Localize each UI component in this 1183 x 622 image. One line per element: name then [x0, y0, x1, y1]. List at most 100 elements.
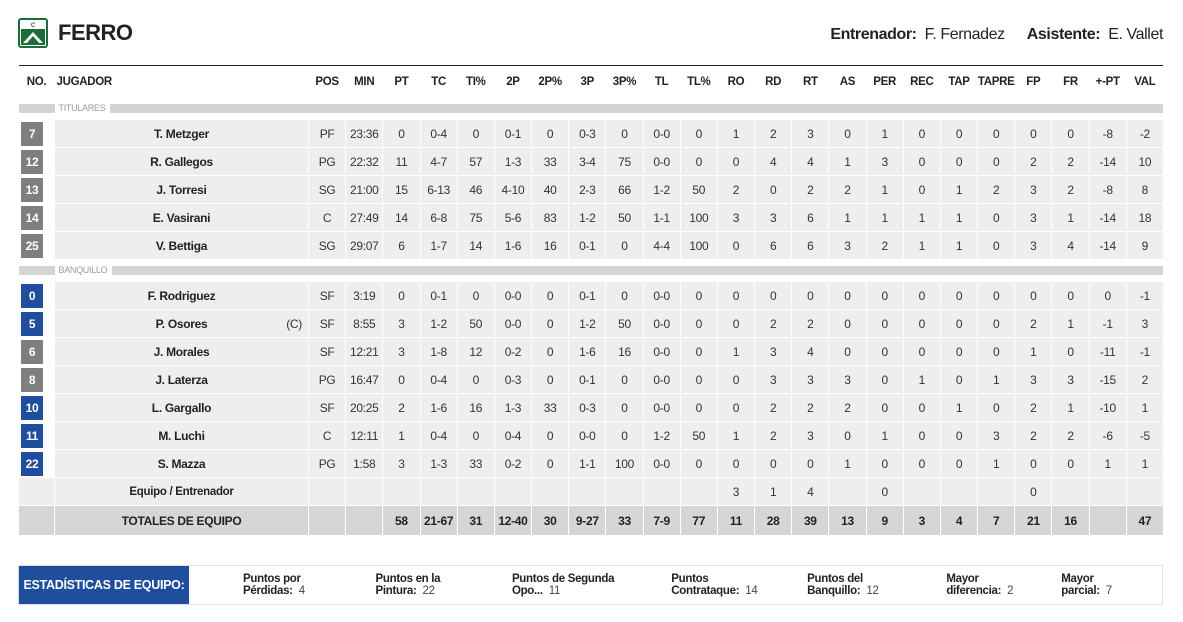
stat-cell: 4: [791, 337, 830, 366]
stat-cell: 0: [456, 421, 495, 450]
stat-cell: [307, 505, 347, 536]
stat-cell: 3: [828, 231, 867, 260]
column-header: POS: [315, 75, 339, 88]
stat-cell: 1: [828, 203, 867, 232]
player-name-cell: V. Bettiga: [54, 231, 309, 260]
stat-cell: 4: [754, 147, 793, 176]
stat-cell: 0: [679, 365, 718, 394]
stat-cell: 0-1: [568, 281, 607, 310]
totals-row: TOTALES DE EQUIPO 58 21-67 31 12-40 30 9-27 33 7…: [18, 505, 1164, 536]
player-number: 6: [21, 339, 43, 364]
column-header: TI%: [466, 75, 486, 88]
column-header: VAL: [1134, 75, 1156, 88]
stat-cell: 1: [865, 119, 904, 148]
column-header: 3P: [580, 75, 595, 88]
stat-cell: PG: [307, 449, 347, 478]
player-row: 5 P. Osores (C) SF 8:55 3 1-2 50 0-0 0 1-2 50 0-0 0 0 2…: [18, 309, 1164, 338]
player-name: F. Rodriguez: [147, 288, 216, 303]
team-stats-items: Puntos por Pérdidas: 4 Puntos en la Pintur…: [243, 573, 1162, 597]
stat-cell: [382, 477, 421, 506]
stat-cell: 50: [605, 309, 644, 338]
stat-cell: 2: [1051, 147, 1090, 176]
stat-cell: 1-3: [493, 393, 533, 422]
stat-cell: 0: [382, 281, 421, 310]
stat-cell: 0: [865, 365, 904, 394]
stat-cell: 0: [1051, 337, 1090, 366]
stat-cell: 0-2: [493, 337, 533, 366]
stat-cell: 1: [754, 477, 793, 506]
stat-cell: 0-0: [642, 309, 681, 338]
assistant-label: Asistente:: [1026, 26, 1101, 43]
stat-cell: 0: [716, 365, 756, 394]
team-stat-label: Mayor diferencia:: [946, 573, 1002, 597]
stat-cell: 0: [531, 365, 570, 394]
stat-cell: 0-0: [568, 421, 607, 450]
column-header: AS: [839, 75, 856, 88]
player-row: 14 E. Vasirani C 27:49 14 6-8 75 5-6 83 1-2 50 1-1 1…: [18, 203, 1164, 232]
column-header: NO.: [26, 75, 47, 88]
stat-cell: 1: [716, 337, 756, 366]
stat-cell: [345, 477, 384, 506]
player-row: 0 F. Rodriguez SF 3:19 0 0-1 0 0-0 0 0-1 0 0-0 0 0 0 0 0…: [18, 281, 1164, 310]
stat-cell: 0-0: [642, 147, 681, 176]
stat-cell: 1-2: [568, 203, 607, 232]
stat-cell: 0: [605, 281, 644, 310]
stat-cell: 100: [679, 231, 718, 260]
stat-cell: 0: [902, 147, 941, 176]
team-stat-value: 2: [1007, 585, 1014, 597]
stat-cell: 4: [791, 147, 830, 176]
stat-cell: 0: [939, 421, 979, 450]
stat-cell: 0: [1014, 281, 1053, 310]
stat-cell: 5-6: [493, 203, 533, 232]
stat-cell: 16: [456, 393, 495, 422]
stat-cell: 39: [791, 505, 830, 536]
stat-cell: 2: [1125, 365, 1164, 394]
stat-cell: [1125, 477, 1164, 506]
stat-cell: 2: [977, 175, 1016, 204]
stat-cell: -5: [1125, 421, 1164, 450]
stat-cell: 3:19: [345, 281, 384, 310]
stat-cell: 3: [902, 505, 941, 536]
team-stat: Mayor diferencia: 2: [946, 573, 1035, 597]
column-header: 3P%: [612, 75, 637, 88]
stat-cell: -14: [1088, 203, 1127, 232]
stat-cell: C: [307, 421, 347, 450]
stat-cell: 57: [456, 147, 495, 176]
stat-cell: [605, 477, 644, 506]
stat-cell: SG: [307, 231, 347, 260]
number-cell: 5: [18, 309, 55, 338]
stat-cell: 0: [977, 203, 1016, 232]
team-logo: C: [18, 18, 48, 48]
stat-cell: 0: [456, 281, 495, 310]
stat-cell: 0: [716, 309, 756, 338]
section-band: [18, 266, 1164, 275]
stat-cell: 3: [977, 421, 1016, 450]
stat-cell: 1: [902, 365, 941, 394]
stat-cell: 0: [902, 449, 941, 478]
player-number: 0: [21, 283, 43, 308]
team-stat: Puntos por Pérdidas: 4: [243, 573, 350, 597]
stat-cell: -14: [1088, 147, 1127, 176]
stat-cell: 0: [531, 309, 570, 338]
number-cell: 0: [18, 281, 55, 310]
stat-cell: 1: [1051, 393, 1090, 422]
team-stat-value: 12: [866, 585, 879, 597]
stat-cell: 1: [1088, 449, 1127, 478]
stat-cell: [307, 477, 347, 506]
column-header: JUGADOR: [56, 75, 113, 88]
stat-cell: 0: [679, 147, 718, 176]
stat-cell: 0: [754, 281, 793, 310]
team-stat-value: 7: [1105, 585, 1112, 597]
stat-cell: 0: [716, 281, 756, 310]
stat-cell: 0: [902, 337, 941, 366]
stat-cell: 3: [382, 337, 421, 366]
player-name: M. Luchi: [158, 428, 205, 443]
stat-cell: 2: [791, 309, 830, 338]
stat-cell: 1: [828, 147, 867, 176]
stat-cell: 31: [456, 505, 495, 536]
stat-cell: 0: [865, 393, 904, 422]
stat-cell: 0: [902, 309, 941, 338]
stat-cell: 1: [939, 393, 979, 422]
stat-cell: 0: [1088, 281, 1127, 310]
stat-cell: 3: [716, 477, 756, 506]
